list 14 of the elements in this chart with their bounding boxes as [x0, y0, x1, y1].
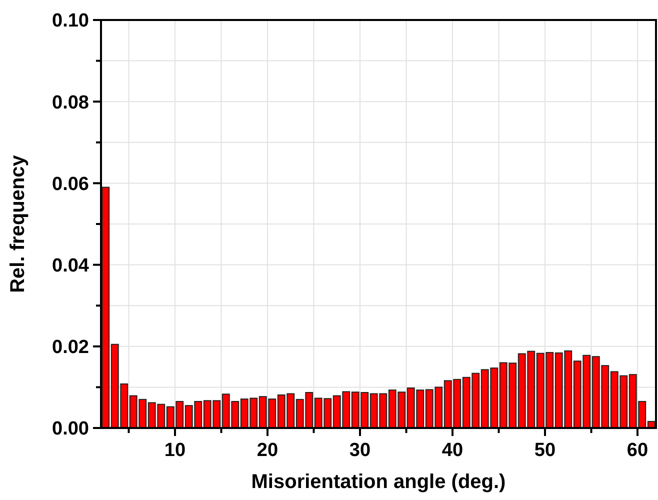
x-tick-label: 20: [256, 440, 278, 461]
y-tick-label: 0.10: [52, 10, 89, 32]
x-tick-label: 10: [164, 440, 186, 461]
y-tick-label: 0.00: [52, 418, 89, 440]
x-tick-label: 40: [442, 440, 464, 461]
x-tick-label: 30: [349, 440, 371, 461]
y-tick-label: 0.02: [52, 337, 89, 358]
y-tick-label: 0.04: [52, 255, 90, 276]
x-tick-label: 50: [534, 440, 556, 461]
y-axis-title: Rel. frequency: [7, 154, 29, 293]
y-tick-label: 0.06: [52, 174, 89, 195]
y-tick-label: 0.08: [52, 92, 89, 114]
x-tick-label: 60: [626, 440, 648, 461]
x-axis-title: Misorientation angle (deg.): [251, 471, 506, 493]
